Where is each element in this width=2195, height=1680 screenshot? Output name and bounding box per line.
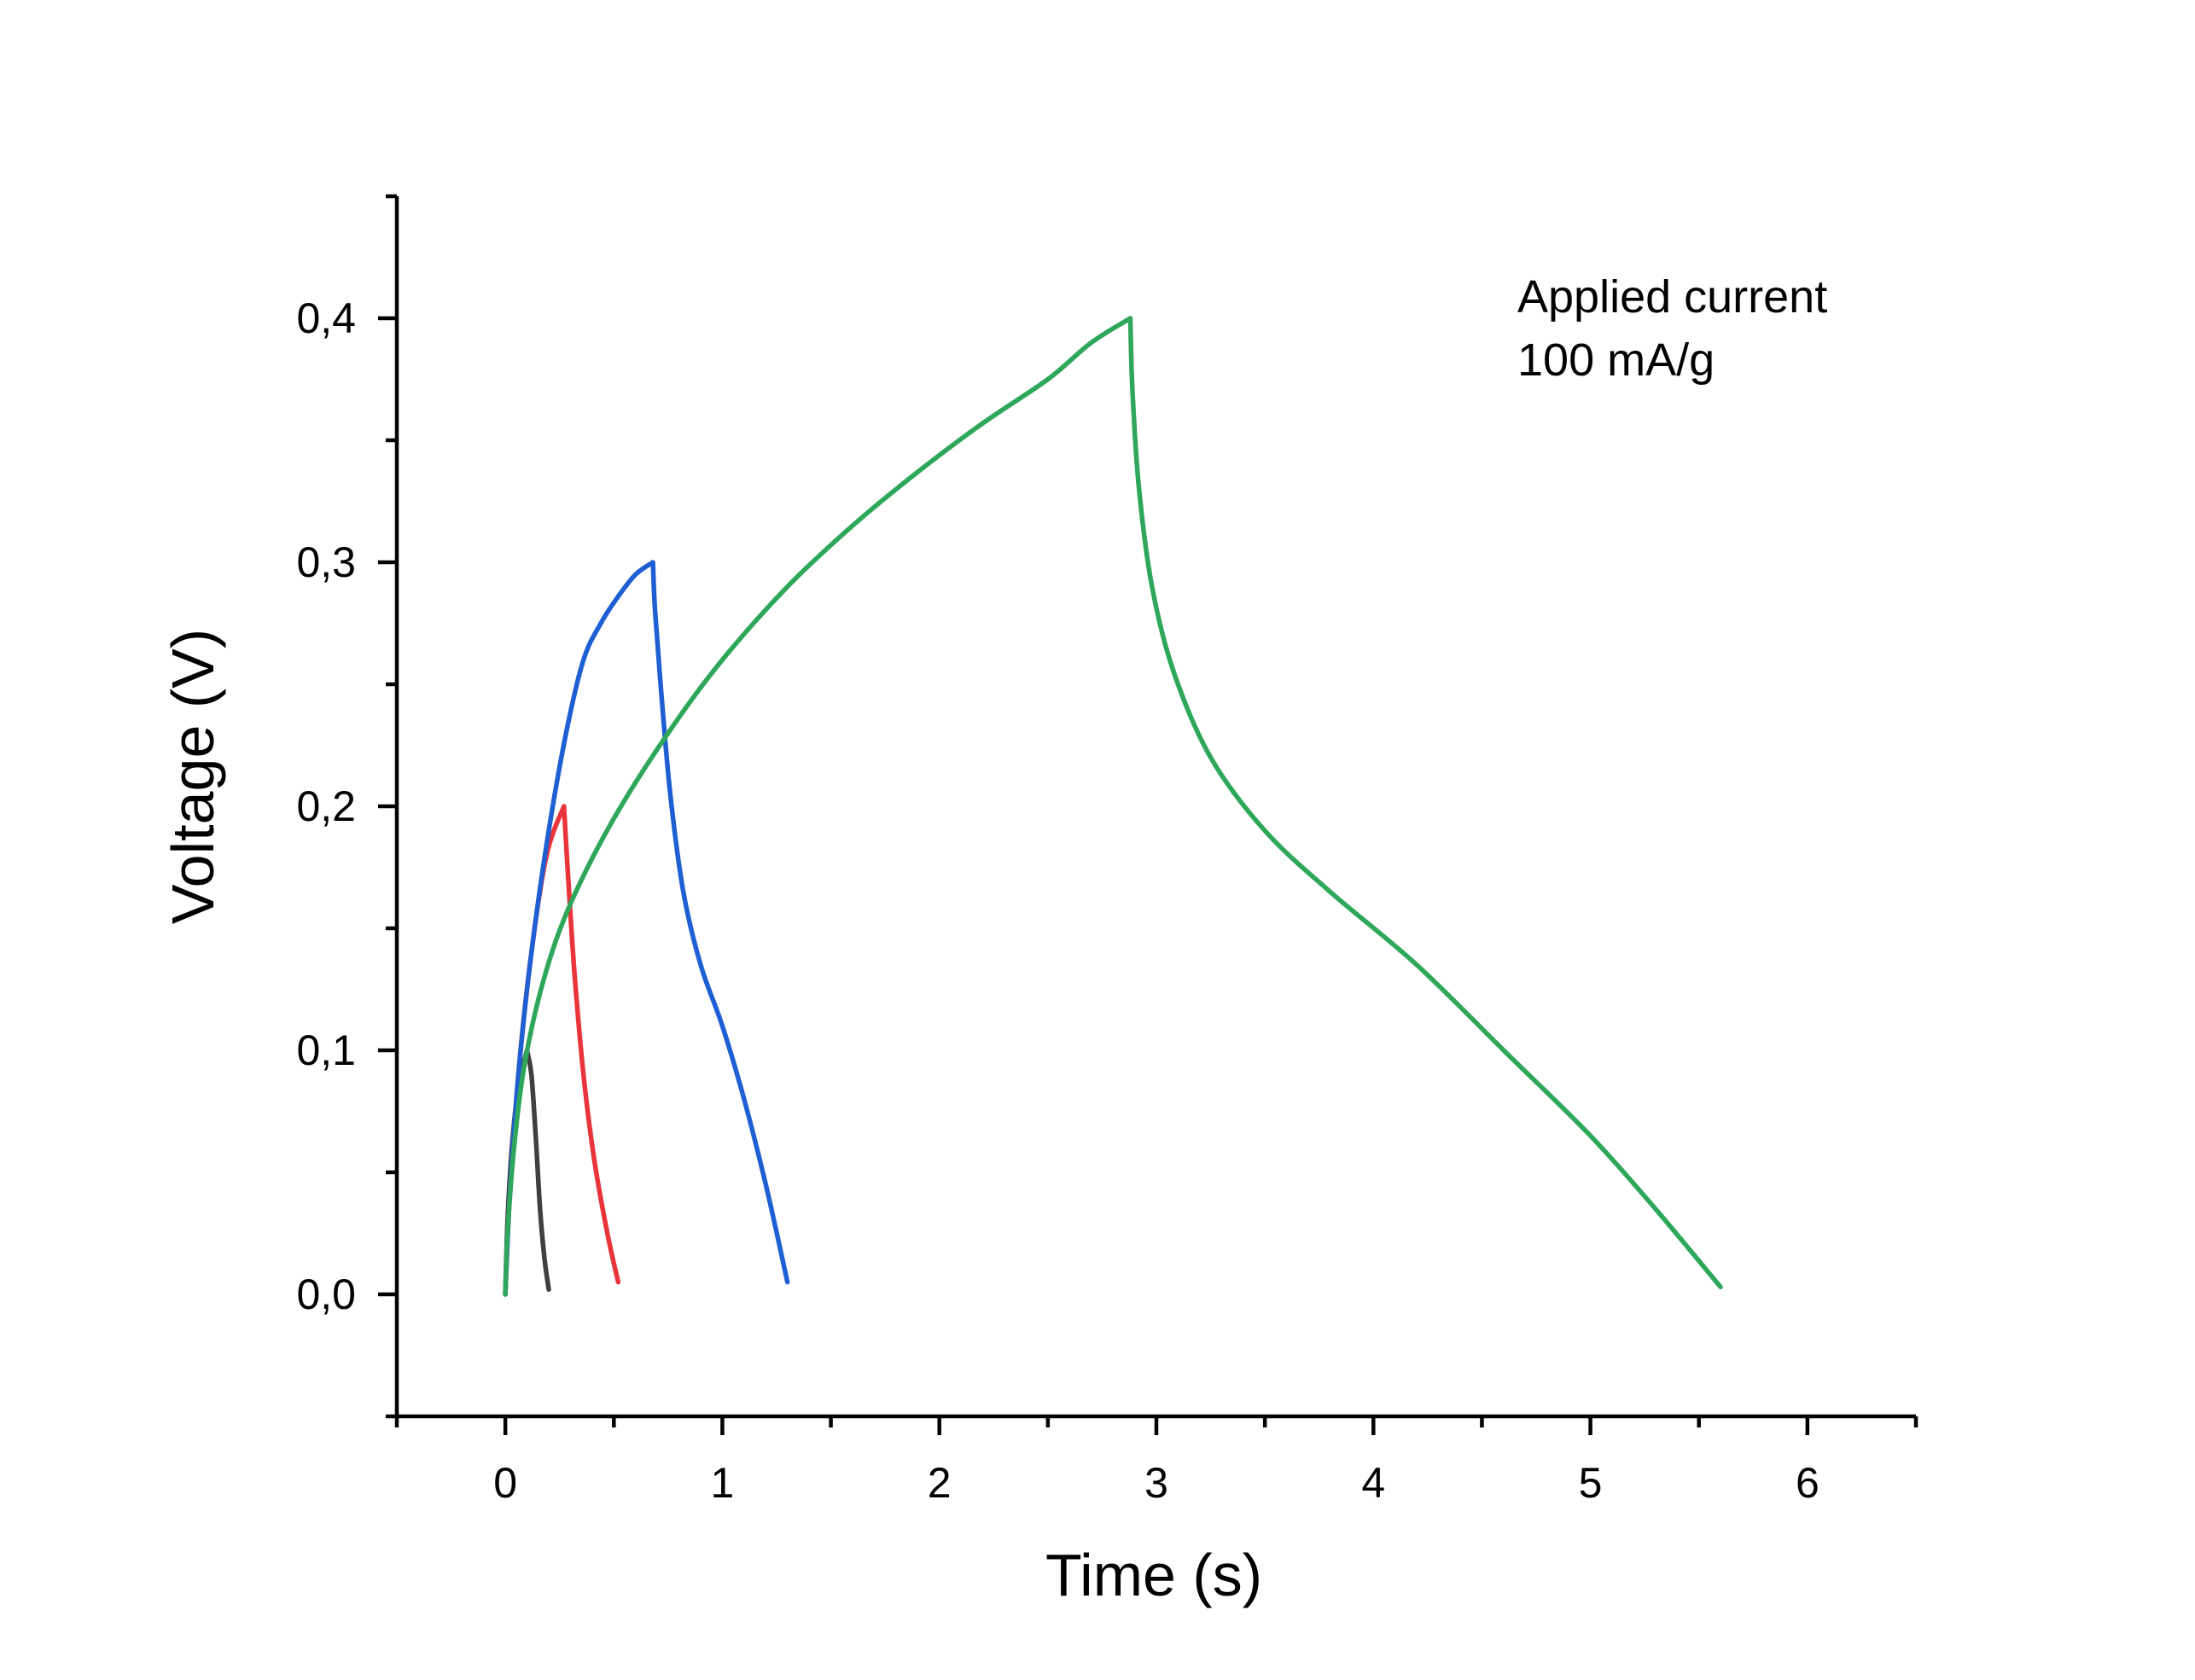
plot-series (503, 316, 1723, 1297)
x-tick-label: 5 (1579, 1459, 1603, 1507)
x-tick-label: 3 (1144, 1459, 1168, 1507)
y-tick-label: 0,3 (296, 538, 356, 586)
x-tick-label: 0 (493, 1459, 517, 1507)
y-tick-label: 0,4 (296, 294, 356, 342)
x-tick-label: 6 (1796, 1459, 1819, 1507)
x-tick-label: 2 (928, 1459, 952, 1507)
y-axis-title: Voltage (V) (160, 629, 226, 924)
annotation-line-1: Applied current (1517, 271, 1827, 323)
y-tick-label: 0,2 (296, 782, 356, 830)
x-tick-label: 1 (711, 1459, 735, 1507)
x-axis-title: Time (s) (1045, 1542, 1262, 1608)
y-tick-label: 0,1 (296, 1026, 356, 1074)
x-tick-label: 4 (1361, 1459, 1385, 1507)
y-tick-label: 0,0 (296, 1270, 356, 1318)
axes: 0 1 2 3 4 5 6 0,0 0,1 0,2 0,3 0,4 (296, 194, 1918, 1507)
series-line-3 (503, 560, 790, 1297)
annotation-line-2: 100 mA/g (1517, 334, 1715, 386)
series-line-4 (503, 316, 1723, 1297)
